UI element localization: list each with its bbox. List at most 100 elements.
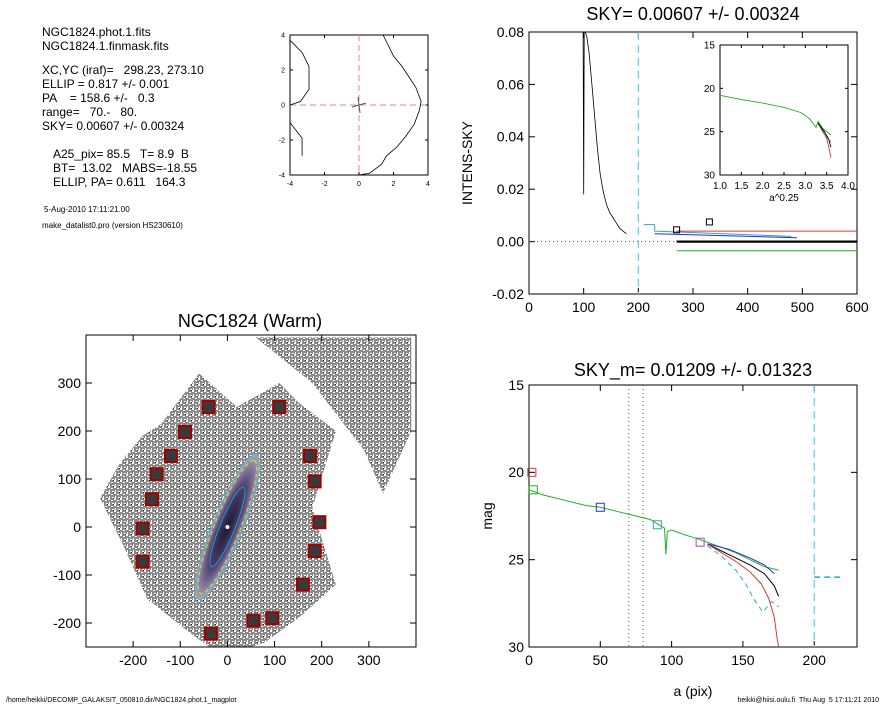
sky-plot-title: SKY= 0.00607 +/- 0.00324 (586, 4, 799, 24)
small-profile-line (289, 122, 303, 156)
info-line: NGC1824.phot.1.fits (42, 25, 151, 39)
mask-box (295, 577, 310, 592)
sky-xtick-label: 400 (736, 299, 760, 315)
mag-xtick-label: 0 (525, 652, 533, 668)
footer-user-time: heikki@hiisi.oulu.fi Thu Aug 5 17:11:21 … (737, 697, 880, 704)
galaxy-xtick-label: 200 (310, 652, 334, 668)
footer-path: /home/heikki/DECOMP_GALAKSIT_050810.dir/… (6, 697, 237, 704)
galaxy-xtick-label: 0 (224, 652, 232, 668)
mag-profile-line (528, 489, 779, 571)
sky-ytick-label: 0.00 (497, 234, 524, 250)
galaxy-isophote (197, 459, 258, 595)
info-line: ELLIP = 0.817 +/- 0.001 (42, 77, 170, 91)
inset-xtick-label: 3.0 (798, 181, 812, 192)
sky-xtick-label: 100 (572, 299, 596, 315)
mag-ytick-label: 30 (508, 639, 524, 655)
mag-profile-line (707, 543, 775, 574)
galaxy-xtick-label: -200 (119, 652, 147, 668)
inset-xtick-label: 1.0 (713, 181, 727, 192)
small-xtick-label: 0 (357, 181, 361, 188)
galaxy-ytick-label: 0 (73, 519, 81, 535)
mag-xtick-label: 50 (593, 652, 609, 668)
sky-profile-line (578, 31, 627, 235)
mask-box (302, 448, 317, 463)
mask-box (163, 448, 178, 463)
mag-marker (528, 485, 538, 495)
mask-box (312, 515, 327, 530)
small-profile-plot: -4 -2 0 2 4 -4 -2 0 2 4 (279, 32, 430, 188)
small-ytick-label: 0 (281, 102, 285, 109)
galaxy-xtick-label: -100 (166, 652, 194, 668)
info-line: BT= 13.02 MABS=-18.55 (53, 161, 198, 175)
galaxy-ytick-label: 200 (58, 423, 82, 439)
inset-xtick-label: 4.0 (841, 181, 855, 192)
mask-box (135, 521, 150, 536)
small-xtick-label: 2 (392, 181, 396, 188)
mask-box (265, 611, 280, 626)
galaxy-image (100, 337, 412, 647)
mask-box (272, 400, 287, 414)
sky-ytick-label: 0.02 (497, 181, 524, 197)
inset-xtick-label: 2.0 (756, 181, 770, 192)
mag-ytick-label: 15 (508, 377, 524, 393)
mask-box (149, 467, 164, 482)
sky-ytick-label: 0.04 (497, 129, 524, 145)
small-xtick-label: 4 (426, 181, 430, 188)
info-line: PA = 158.6 +/- 0.3 (42, 91, 155, 105)
galaxy-ytick-label: 100 (58, 471, 82, 487)
small-crosshair (357, 96, 361, 114)
inset-background (719, 44, 849, 176)
inset-xtick-label: 3.5 (820, 181, 834, 192)
sky-ytick-label: -0.02 (492, 286, 524, 302)
small-profile-line (289, 40, 310, 106)
mask-box (246, 613, 261, 628)
sky-ytick-label: 0.06 (497, 76, 524, 92)
inset-ytick-label: 15 (704, 41, 716, 52)
mag-profile-line (707, 543, 780, 597)
mask-box (145, 492, 159, 507)
mag-profile-line (707, 545, 779, 613)
galaxy-xtick-label: 300 (357, 652, 381, 668)
mag-plot-ylabel: mag (479, 502, 495, 529)
mag-frame (528, 384, 858, 648)
info-line: make_datalist0.pro (version HS230610) (42, 221, 183, 230)
info-line: range= 70.- 80. (42, 105, 138, 119)
small-xtick-label: -4 (287, 181, 293, 188)
inset-ytick-label: 30 (704, 171, 716, 182)
galaxy-xtick-label: 100 (263, 652, 287, 668)
galaxy-ytick-label: -100 (53, 567, 81, 583)
mask-box (307, 544, 322, 558)
info-line: 5-Aug-2010 17:11:21.00 (44, 205, 130, 214)
mag-marker (595, 502, 605, 512)
sky-marker (705, 218, 713, 226)
sky-plot-ylabel: INTENS-SKY (459, 120, 475, 205)
sky-plot: SKY= 0.00607 +/- 0.00324 INTENS-SKY 0 100 20… (459, 4, 869, 315)
inset-line (817, 122, 832, 148)
inset-ytick-label: 20 (704, 84, 716, 95)
mag-marker (527, 467, 537, 477)
galaxy-corner-panel (255, 337, 412, 494)
sky-xtick-label: 300 (681, 299, 705, 315)
mag-xtick-label: 200 (803, 652, 827, 668)
mag-marker (695, 537, 705, 547)
sky-residual-line (654, 233, 797, 239)
small-ytick-label: 4 (281, 32, 285, 39)
info-line: XC,YC (iraf)= 298.23, 273.10 (42, 63, 204, 77)
mag-marker (652, 520, 662, 530)
mag-plot: SKY_m= 0.01209 +/- 0.01323 mag 0 50 100 150 20… (479, 360, 858, 699)
sky-ytick-label: 0.08 (497, 24, 524, 40)
mask-box (307, 474, 322, 489)
sky-xtick-label: 0 (525, 299, 533, 315)
mag-plot-title: SKY_m= 0.01209 +/- 0.01323 (574, 360, 812, 381)
galaxy-ytick-label: 300 (58, 375, 82, 391)
info-line: NGC1824.1.finmask.fits (42, 39, 169, 53)
galaxy-image-plot: NGC1824 (Warm) -200 -100 0 100 200 300 -200 -100… (53, 311, 417, 668)
small-ytick-label: -4 (279, 172, 285, 179)
mag-xtick-label: 100 (660, 652, 684, 668)
galaxy-ytick-label: -200 (53, 615, 81, 631)
mask-box (135, 554, 150, 569)
inset-ytick-label: 25 (704, 127, 716, 138)
info-line: A25_pix= 85.5 T= 8.9 B (53, 147, 189, 161)
sky-xtick-label: 200 (627, 299, 651, 315)
